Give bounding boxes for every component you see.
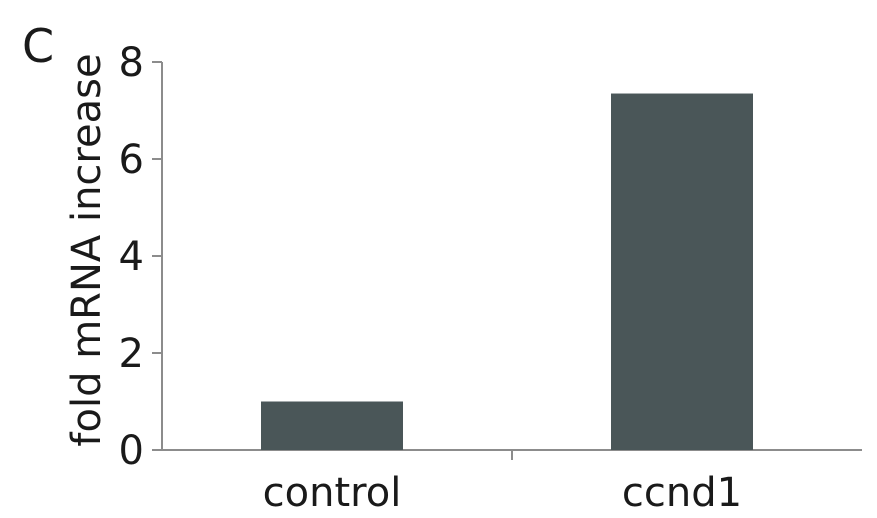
bar-control [261, 401, 403, 450]
y-tick-label: 2 [119, 331, 144, 377]
bar-ccnd1 [611, 93, 753, 451]
y-tick-label: 8 [119, 40, 144, 86]
y-axis: 0 2 4 6 8 [119, 40, 163, 474]
panel-label: C [22, 19, 54, 73]
x-tick-label: control [263, 470, 402, 514]
x-tick-label: ccnd1 [622, 470, 742, 514]
x-axis: control ccnd1 [162, 449, 862, 516]
bars [261, 93, 753, 451]
y-tick-label: 4 [119, 234, 144, 280]
y-tick-label: 0 [119, 428, 144, 474]
y-tick-label: 6 [119, 137, 144, 183]
y-axis-label: fold mRNA increase [64, 53, 110, 446]
